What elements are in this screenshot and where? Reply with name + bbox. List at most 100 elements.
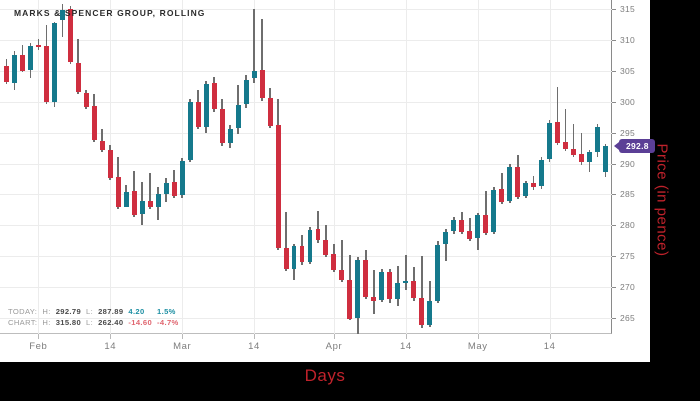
legend-cell: 292.79 [55,307,82,316]
candle-body [219,109,225,144]
x-axis-tick-label: May [467,341,488,352]
candle-wick [580,132,583,165]
page-title: MARKS & SPENCER GROUP, ROLLING [14,8,206,18]
legend-cell: 4.20 [128,307,145,316]
candle-body [419,297,425,326]
candle-body [107,150,113,178]
candle-body [475,215,481,239]
candle-body [299,245,305,263]
candle-wick [341,240,343,283]
candle-body [59,9,65,21]
candle-body [51,22,57,102]
y-axis-tick-label: 300 [620,96,636,107]
candlestick-bearish [371,0,377,334]
candlestick-bullish [475,0,481,334]
gridline-h [0,40,612,42]
candle-body [595,126,601,152]
candlestick-bullish [379,0,385,334]
x-axis-tick [182,334,184,339]
candle-body [35,45,41,47]
candle-body [387,272,393,300]
y-axis-tick [612,132,616,134]
candlestick-bullish [251,0,257,334]
candle-body [243,79,249,105]
chart-legend: TODAY: H: 292.79 L: 287.89 4.20 1.5% CHART: H: 31… [8,306,184,328]
candlestick-bearish [315,0,321,334]
candle-body [131,191,137,215]
candle-body [347,280,353,319]
legend-cell: L: [86,318,94,327]
candle-body [179,160,185,196]
candle-wick [421,256,423,328]
candle-body [83,92,89,107]
candlestick-bearish [387,0,393,334]
candlestick-bearish [83,0,89,334]
candle-body [443,231,449,245]
legend-row: CHART: H: 315.80 L: 262.40 -14.60 -4.7% [8,317,184,328]
candle-body [371,296,377,301]
candlestick-bullish [355,0,361,334]
y-axis-tick-label: 270 [620,282,636,293]
candle-body [315,229,321,241]
legend-cell: -14.60 [128,318,153,327]
candlestick-bearish [107,0,113,334]
candle-body [531,182,537,188]
candlestick-bearish [67,0,73,334]
candle-wick [317,210,319,243]
candle-wick [373,269,375,315]
candlestick-bearish [299,0,305,334]
gridline-v [405,0,407,334]
candle-body [539,159,545,187]
candlestick-bullish [587,0,593,334]
y-axis-title: Price (in pence) [653,143,671,257]
candle-body [555,122,561,143]
candle-wick [61,4,64,38]
candle-body [507,167,513,202]
y-axis-tick [612,163,616,165]
x-axis-tick [477,334,479,339]
y-axis-tick [612,317,616,319]
gridline-v [477,0,479,334]
candlestick-bullish [595,0,601,334]
chart-panel: MARKS & SPENCER GROUP, ROLLING 265 270 275… [0,0,655,362]
candlestick-bearish [43,0,49,334]
candlestick-bearish [147,0,153,334]
candlestick-bullish [139,0,145,334]
candle-body [147,200,153,208]
x-axis-tick [38,334,40,339]
candle-body [571,148,577,155]
candlestick-bearish [571,0,577,334]
legend-cell: TODAY: [8,307,38,316]
candlestick-bullish [11,0,17,334]
x-axis-tick [405,334,407,339]
x-axis-tick-label: 14 [104,341,117,352]
candle-body [99,140,105,150]
candle-body [155,194,161,207]
candle-body [363,259,369,297]
candle-wick [445,229,447,262]
candle-body [259,70,265,99]
candle-body [323,240,329,255]
candle-wick [556,87,559,146]
candle-wick [500,173,503,205]
candlestick-bearish [467,0,473,334]
candlestick-bullish [51,0,57,334]
candlestick-bearish [99,0,105,334]
y-axis-tick-label: 305 [620,65,636,76]
candle-body [75,62,81,92]
candle-body [163,182,169,194]
gridline-v [333,0,335,334]
candlestick-bearish [91,0,97,334]
gridline-v [254,0,256,334]
candlestick-bearish [499,0,505,334]
candle-body [451,220,457,231]
candlestick-bearish [75,0,81,334]
x-axis-tick-label: Feb [29,341,48,352]
y-axis-tick [612,9,616,11]
candlestick-bullish [243,0,249,334]
x-axis-tick [549,334,551,339]
candlestick-bearish [171,0,177,334]
candlestick-bearish [331,0,337,334]
y-axis-tick [612,101,616,103]
candle-body [139,201,145,215]
